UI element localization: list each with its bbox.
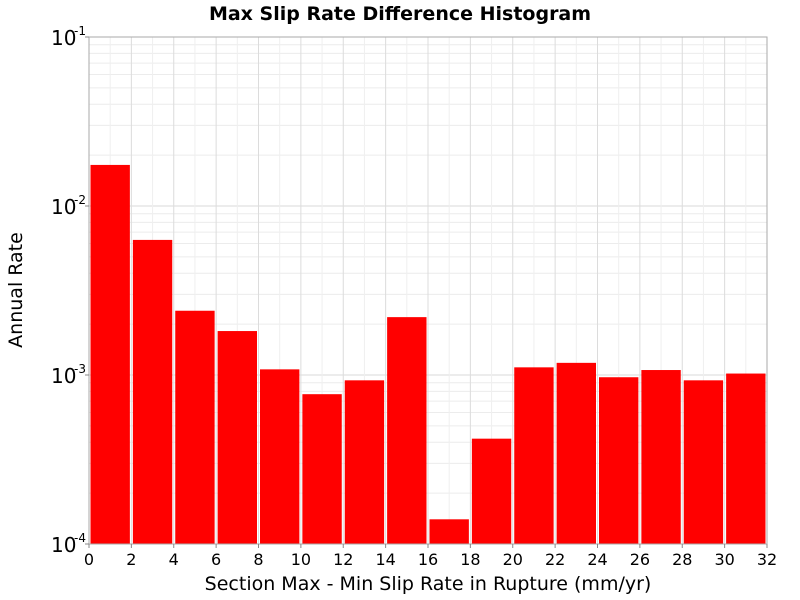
histogram-bar — [387, 317, 427, 544]
histogram-bar — [683, 380, 724, 544]
histogram-bar — [514, 367, 554, 544]
x-tick-label: 14 — [375, 550, 395, 569]
y-tick-base: 10 — [51, 195, 76, 219]
x-tick-label: 22 — [545, 550, 565, 569]
y-axis-ticks: 10-410-310-210-1 — [51, 24, 89, 557]
x-tick-label: 4 — [169, 550, 179, 569]
x-tick-label: 24 — [587, 550, 607, 569]
histogram-bar — [132, 239, 173, 545]
histogram-bar — [556, 362, 596, 544]
histogram-bar — [175, 310, 215, 544]
histogram-bar — [641, 370, 681, 544]
y-tick-exponent: -2 — [74, 193, 86, 207]
y-tick-exponent: -1 — [74, 24, 86, 38]
x-tick-label: 30 — [714, 550, 734, 569]
y-tick-exponent: -4 — [74, 531, 86, 545]
x-tick-label: 32 — [757, 550, 777, 569]
histogram-bar — [471, 438, 512, 544]
y-tick-label: 10-4 — [51, 531, 86, 557]
chart-title: Max Slip Rate Difference Histogram — [209, 3, 591, 25]
x-tick-label: 10 — [291, 550, 311, 569]
histogram-bar — [260, 369, 300, 544]
x-tick-label: 28 — [672, 550, 692, 569]
x-tick-label: 0 — [84, 550, 94, 569]
histogram-bar — [302, 394, 342, 544]
y-tick-label: 10-3 — [51, 362, 86, 388]
y-tick-base: 10 — [51, 533, 76, 557]
x-tick-label: 16 — [418, 550, 438, 569]
histogram-bar — [344, 380, 385, 544]
histogram-bar — [90, 164, 130, 544]
x-tick-label: 6 — [211, 550, 221, 569]
y-tick-label: 10-1 — [51, 24, 86, 50]
y-tick-base: 10 — [51, 364, 76, 388]
y-tick-label: 10-2 — [51, 193, 86, 219]
x-axis-label: Section Max - Min Slip Rate in Rupture (… — [205, 573, 652, 595]
x-tick-label: 18 — [460, 550, 480, 569]
y-tick-exponent: -3 — [74, 362, 86, 376]
y-tick-base: 10 — [51, 26, 76, 50]
y-axis-label: Annual Rate — [5, 232, 27, 348]
histogram-bar — [599, 377, 639, 544]
histogram-bar — [217, 331, 257, 544]
x-tick-label: 2 — [126, 550, 136, 569]
x-tick-label: 8 — [253, 550, 263, 569]
x-tick-label: 20 — [503, 550, 523, 569]
histogram-bar — [726, 373, 766, 544]
x-tick-label: 26 — [630, 550, 650, 569]
histogram-bar — [429, 519, 469, 544]
bars — [90, 164, 766, 545]
x-axis-ticks: 0 2 4 6 8 10 12 14 16 18 20 22 24 26 28 30 32 — [84, 544, 777, 569]
x-tick-label: 12 — [333, 550, 353, 569]
